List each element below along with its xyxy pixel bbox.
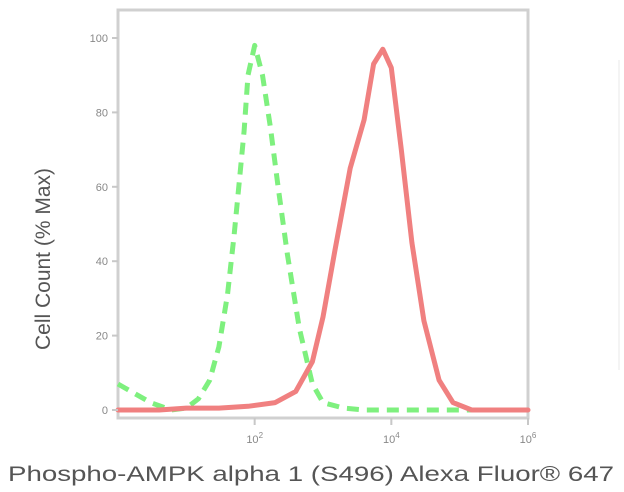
x-axis-label: Phospho-AMPK alpha 1 (S496) Alexa Fluor®… [8, 463, 614, 486]
chart-marks [115, 42, 531, 413]
series-line-1 [116, 42, 528, 413]
y-tick-label: 0 [102, 405, 108, 417]
x-tick-label: 106 [520, 431, 537, 446]
x-tick-label: 104 [383, 431, 400, 446]
y-axis-label: Cell Count (% Max) [32, 168, 55, 350]
x-axis: 102 104 106 [246, 418, 537, 446]
y-tick-label: 60 [96, 182, 108, 194]
y-tick-label: 100 [90, 33, 108, 45]
x-tick-label: 102 [246, 431, 263, 446]
y-tick-label: 20 [96, 331, 108, 343]
series-line-2 [115, 46, 531, 413]
plot-frame [116, 8, 530, 420]
y-tick-label: 80 [96, 107, 108, 119]
y-axis: 0 20 40 60 80 100 [90, 33, 118, 417]
y-tick-label: 40 [96, 256, 108, 268]
